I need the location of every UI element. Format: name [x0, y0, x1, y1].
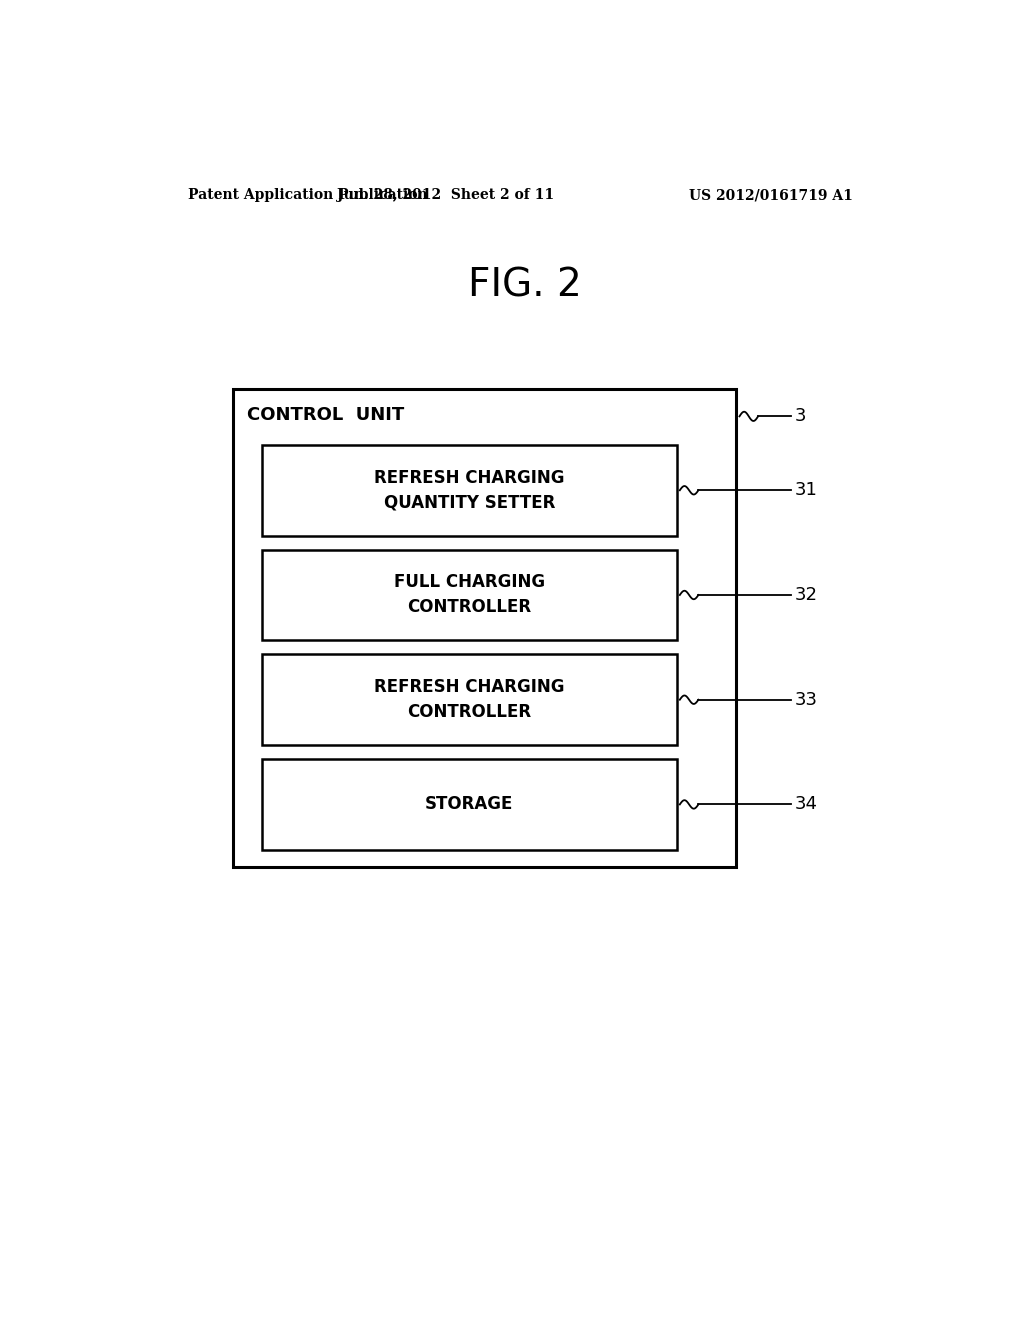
Text: 3: 3: [795, 408, 806, 425]
Bar: [262, 445, 677, 536]
Text: FIG. 2: FIG. 2: [468, 267, 582, 305]
Text: 31: 31: [795, 482, 817, 499]
Text: 33: 33: [795, 690, 817, 709]
Text: REFRESH CHARGING
QUANTITY SETTER: REFRESH CHARGING QUANTITY SETTER: [374, 469, 564, 512]
Text: CONTROL  UNIT: CONTROL UNIT: [247, 407, 403, 424]
Text: REFRESH CHARGING
CONTROLLER: REFRESH CHARGING CONTROLLER: [374, 678, 564, 721]
Bar: [232, 389, 736, 867]
Bar: [262, 655, 677, 744]
Text: US 2012/0161719 A1: US 2012/0161719 A1: [689, 189, 853, 202]
Bar: [262, 549, 677, 640]
Text: STORAGE: STORAGE: [425, 796, 514, 813]
Text: Jun. 28, 2012  Sheet 2 of 11: Jun. 28, 2012 Sheet 2 of 11: [337, 189, 554, 202]
Text: 32: 32: [795, 586, 817, 605]
Text: Patent Application Publication: Patent Application Publication: [188, 189, 428, 202]
Bar: [262, 759, 677, 850]
Text: 34: 34: [795, 796, 817, 813]
Text: FULL CHARGING
CONTROLLER: FULL CHARGING CONTROLLER: [394, 573, 545, 616]
